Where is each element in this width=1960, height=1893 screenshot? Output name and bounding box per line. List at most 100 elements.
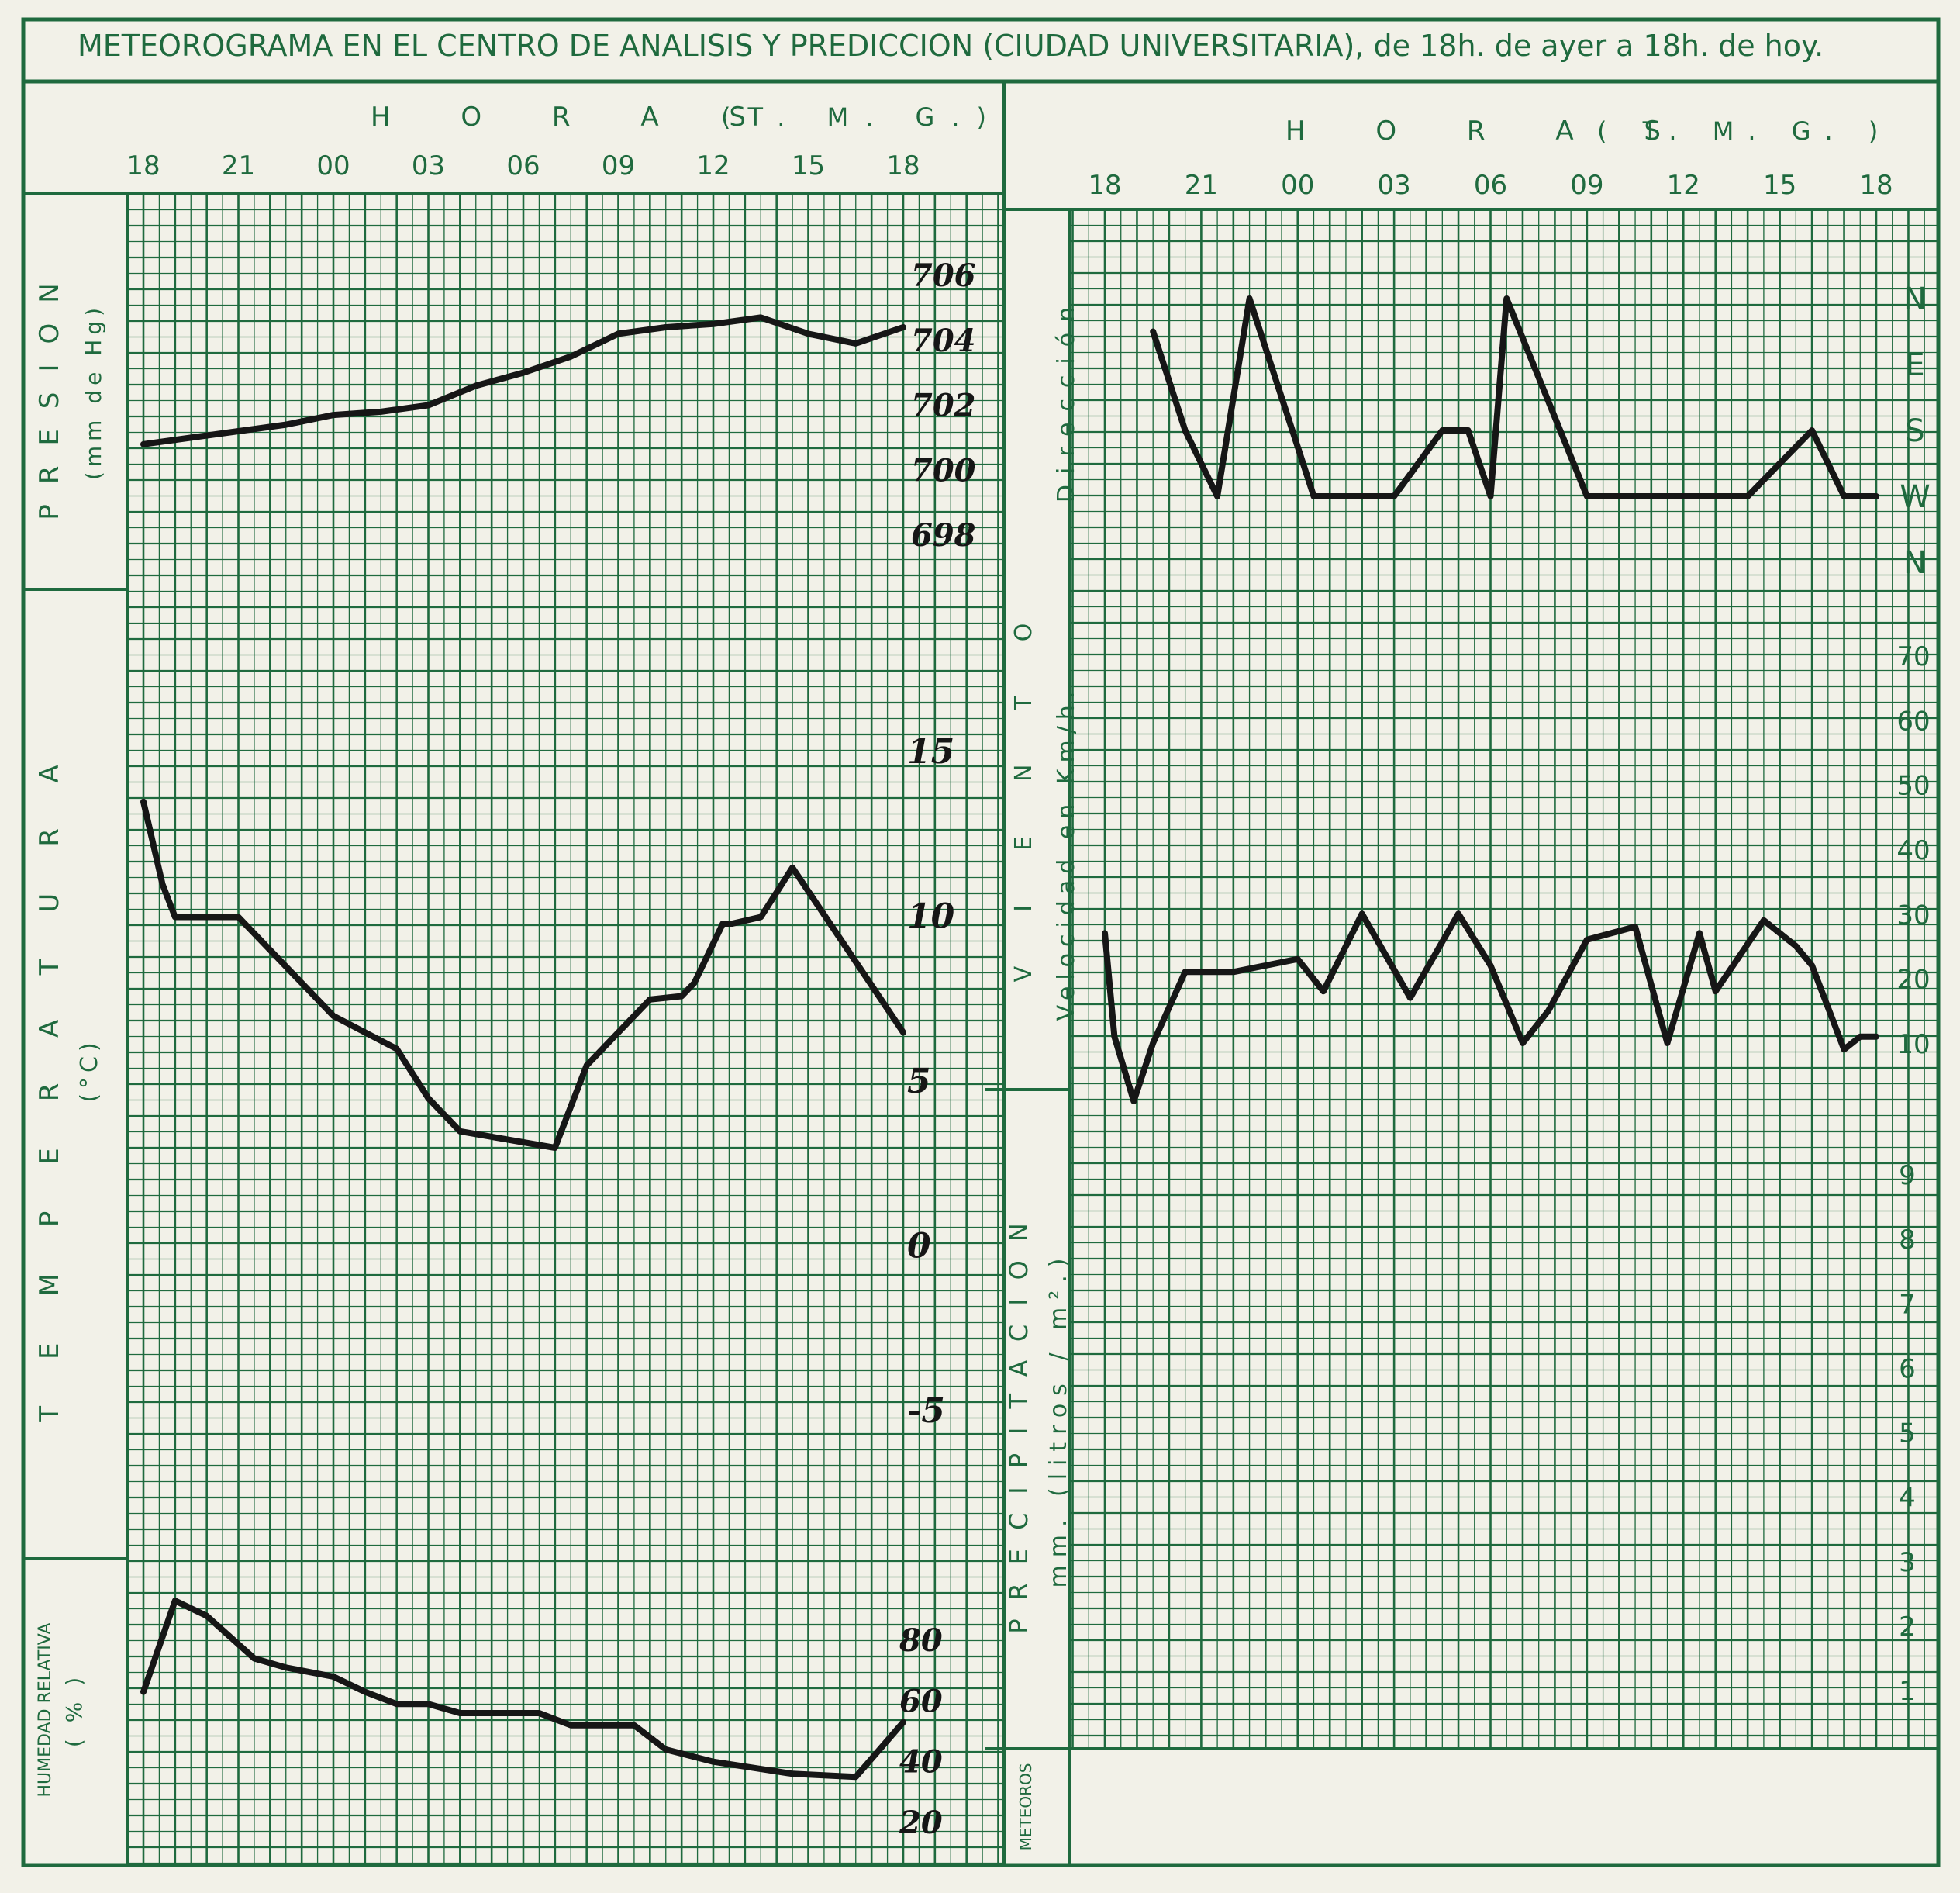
temperatura-line-point: [648, 998, 651, 1001]
precipitacion-tick-label: 1: [1899, 1676, 1916, 1707]
velocidad-line-point: [1328, 977, 1331, 980]
velocidad-tick-label: 60: [1896, 706, 1930, 737]
direccion-line-point: [1441, 429, 1444, 432]
humedad-label: HUMEDAD RELATIVA: [36, 1623, 55, 1798]
left-hour-ticks: 18 21 00 03 06 09 12 15 18: [126, 150, 920, 181]
direccion-line-point: [1843, 495, 1846, 498]
velocidad-tick-label: 10: [1896, 1029, 1930, 1060]
temperatura-line-point: [142, 800, 145, 803]
viento-label: VIENTO: [1010, 569, 1037, 983]
left-hour-label: 15: [792, 150, 825, 181]
presion-tick-label: 704: [911, 323, 976, 359]
humedad-tick-label: 20: [899, 1805, 943, 1841]
velocidad-tick-label: 40: [1896, 835, 1930, 866]
temperatura-line-point: [902, 1031, 905, 1034]
axis-tick-labels: 706704702700698151050-580604020NESWN7060…: [899, 257, 1931, 1841]
right-hour-label: 21: [1185, 170, 1218, 201]
presion-line-point: [759, 316, 762, 319]
velocidad-line-point: [1843, 1048, 1846, 1051]
chart-title: METEOROGRAMA EN EL CENTRO DE ANALISIS Y …: [78, 29, 1824, 63]
humedad-line-point: [854, 1775, 858, 1778]
left-hour-label: 21: [222, 150, 255, 181]
right-hour-label: 03: [1377, 170, 1410, 201]
humedad-line-point: [174, 1599, 177, 1602]
velocidad-line: [1102, 910, 1879, 1104]
precipitacion-tick-label: 7: [1899, 1289, 1916, 1320]
presion-line-point: [237, 430, 240, 433]
direccion-line-point: [1810, 429, 1813, 432]
presion-line-point: [807, 332, 809, 335]
temperatura-line-point: [161, 883, 164, 886]
left-hour-label: 12: [696, 150, 730, 181]
direccion-tick-label: S: [1905, 413, 1924, 449]
temperatura-tick-label: 10: [907, 897, 955, 937]
velocidad-line-point: [1875, 1035, 1878, 1038]
humedad-tick-label: 80: [899, 1622, 943, 1659]
velocidad-line-point: [1113, 1035, 1116, 1038]
temperatura-line-point: [585, 1064, 588, 1067]
humedad-line-point: [205, 1615, 209, 1618]
direccion-line-point: [1151, 330, 1154, 333]
left-hour-label: 18: [126, 150, 160, 181]
temperatura-tick-label: 15: [907, 732, 954, 772]
velocidad-line-point: [1151, 1041, 1154, 1045]
humedad-line-point: [633, 1724, 636, 1727]
velocidad-line-point: [1634, 925, 1637, 928]
left-hour-label: 09: [602, 150, 635, 181]
direccion-line-point: [1392, 495, 1396, 498]
temperatura-tick-label: -5: [907, 1391, 945, 1431]
velocidad-line-point: [1489, 964, 1492, 967]
velocidad-tick-label: 20: [1896, 965, 1930, 996]
left-hour-label: 03: [412, 150, 445, 181]
direccion-line-point: [1216, 495, 1219, 498]
left-grid: [128, 192, 1004, 1865]
presion-tick-label: 698: [911, 517, 976, 554]
humedad-line-point: [458, 1712, 461, 1715]
presion-line-point: [617, 332, 619, 335]
velocidad-line-point: [1132, 1100, 1135, 1103]
presion-line-point: [332, 413, 335, 416]
velocidad-line-point: [1409, 997, 1412, 1000]
velocidad-line-point: [1762, 919, 1765, 922]
temperatura-line-point: [458, 1130, 461, 1133]
precipitacion-unit-label: mm. (litros / m².): [1045, 1251, 1072, 1588]
right-hour-label: 00: [1281, 170, 1314, 201]
presion-label: PRESION: [34, 263, 65, 520]
humedad-line-point: [791, 1772, 794, 1775]
temperatura-line: [140, 798, 906, 1151]
velocidad-line-point: [1547, 1009, 1550, 1012]
humedad-line-point: [664, 1748, 668, 1751]
velocidad-line-point: [1521, 1041, 1524, 1045]
temperatura-line-point: [731, 922, 733, 925]
velocidad-label: Velocidad en Km/h.: [1053, 686, 1080, 1021]
velocidad-line-point: [1457, 912, 1460, 915]
velocidad-line-point: [1810, 964, 1813, 967]
precipitacion-tick-label: 4: [1899, 1483, 1916, 1514]
right-hour-label: 09: [1570, 170, 1603, 201]
direccion-tick-label: E: [1905, 347, 1924, 383]
temperatura-line-point: [721, 922, 724, 925]
velocidad-line-point: [1296, 958, 1299, 961]
humedad-tick-label: 60: [899, 1683, 943, 1719]
presion-line-point: [474, 384, 478, 387]
temperatura-line-point: [174, 916, 177, 918]
right-hour-label: 06: [1474, 170, 1507, 201]
temperatura-unit-label: (°C): [76, 1038, 103, 1102]
temperatura-label: TEMPERATURA: [34, 718, 65, 1423]
direccion-tick-label: W: [1900, 479, 1931, 515]
direccion-line-point: [1730, 495, 1733, 498]
left-hour-label: 00: [316, 150, 350, 181]
humedad-unit-label: ( % ): [61, 1673, 87, 1747]
temperatura-line-point: [237, 916, 240, 918]
right-hour-label: 12: [1667, 170, 1700, 201]
presion-tick-label: 700: [911, 452, 976, 489]
right-tmg-label: ( T. M. G. ): [1597, 116, 1892, 146]
left-tmg-label: (T. M. G.): [721, 102, 1003, 132]
right-hour-label: 18: [1859, 170, 1893, 201]
presion-line-point: [712, 323, 715, 326]
humedad-line-point: [332, 1675, 335, 1678]
presion-line-point: [854, 342, 858, 345]
direccion-line-point: [1858, 495, 1862, 498]
